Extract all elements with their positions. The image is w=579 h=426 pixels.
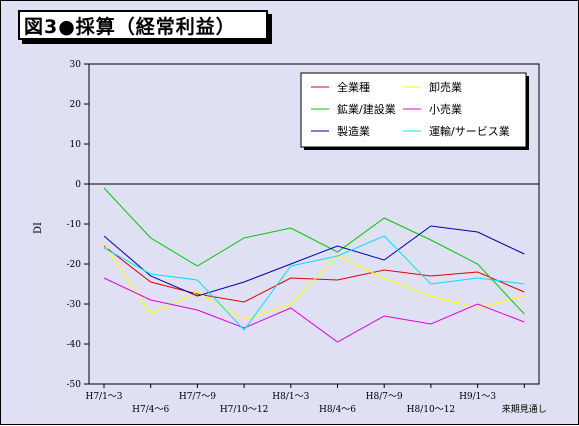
series-line bbox=[103, 277, 525, 343]
series-line bbox=[103, 225, 525, 297]
y-tick-label: -50 bbox=[67, 380, 82, 390]
y-tick-label: 20 bbox=[70, 100, 82, 110]
legend-box bbox=[300, 72, 527, 148]
y-tick-label: -10 bbox=[67, 220, 82, 230]
x-tick-label: H8/4～6 bbox=[319, 405, 356, 415]
y-tick-label: 0 bbox=[75, 180, 81, 190]
legend-label: 運輸/サービス業 bbox=[429, 124, 510, 138]
series-line bbox=[103, 235, 525, 331]
legend-label: 全業種 bbox=[337, 80, 370, 94]
y-axis: 30 20 10 0 -10 -20 -30 -40 -50 bbox=[67, 60, 90, 390]
legend-label: 小売業 bbox=[429, 103, 462, 116]
x-tick-label: H8/10～12 bbox=[407, 405, 456, 415]
x-tick-label: H8/7～9 bbox=[366, 392, 403, 402]
x-tick-label: 来期見通し bbox=[502, 404, 547, 415]
x-tick-label: H9/1～3 bbox=[459, 392, 496, 402]
series-line bbox=[103, 243, 525, 321]
y-tick-label: 30 bbox=[70, 60, 82, 70]
x-tick-label: H7/7～9 bbox=[179, 392, 216, 402]
y-tick-label: -30 bbox=[67, 300, 82, 310]
y-tick-label: -20 bbox=[67, 260, 82, 270]
legend-label: 鉱業/建設業 bbox=[337, 102, 396, 116]
series-line bbox=[103, 245, 525, 303]
y-axis-label: DI bbox=[33, 222, 44, 234]
legend-label: 卸売業 bbox=[429, 80, 462, 94]
x-tick-label: H7/4～6 bbox=[132, 405, 169, 415]
series-layer bbox=[103, 187, 525, 343]
x-tick-label: H8/1～3 bbox=[272, 392, 309, 402]
y-tick-label: 10 bbox=[70, 140, 82, 150]
series-line bbox=[103, 187, 525, 315]
x-tick-label: H7/10～12 bbox=[220, 405, 269, 415]
x-tick-label: H7/1～3 bbox=[85, 392, 122, 402]
chart-title: 図3●採算（経常利益） bbox=[18, 10, 268, 40]
y-tick-label: -40 bbox=[67, 340, 82, 350]
legend-label: 製造業 bbox=[337, 124, 370, 138]
